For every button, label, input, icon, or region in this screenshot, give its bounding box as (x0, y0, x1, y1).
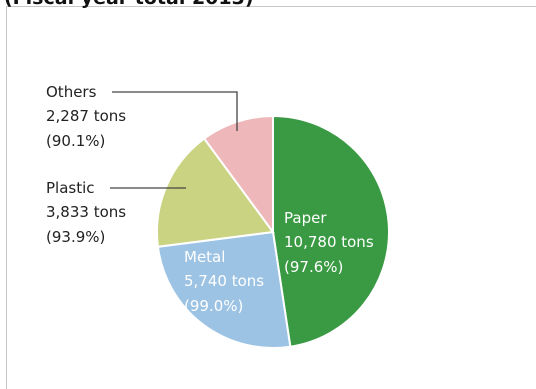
others-name-label: Others (46, 83, 97, 101)
plastic-name-label: Plastic (46, 179, 95, 197)
plastic-value-label: 3,833 tons (46, 203, 126, 221)
pie-slice-paper (272, 114, 390, 348)
chart-header-fragment: (Fiscal year total 2013) (4, 0, 254, 9)
paper-rate-label: (97.6%) (284, 258, 343, 276)
paper-name-label: Paper (284, 209, 327, 227)
plastic-rate-label: (93.9%) (46, 228, 105, 246)
pie-slice-metal (156, 230, 292, 349)
chart-frame (6, 6, 536, 389)
metal-rate-label: (99.0%) (184, 297, 243, 315)
others-rate-label: (90.1%) (46, 132, 105, 150)
others-value-label: 2,287 tons (46, 107, 126, 125)
metal-value-label: 5,740 tons (184, 272, 264, 290)
others-leader-line (112, 91, 238, 131)
paper-value-label: 10,780 tons (284, 233, 374, 251)
pie-slice-plastic (156, 137, 275, 248)
metal-name-label: Metal (184, 248, 225, 266)
